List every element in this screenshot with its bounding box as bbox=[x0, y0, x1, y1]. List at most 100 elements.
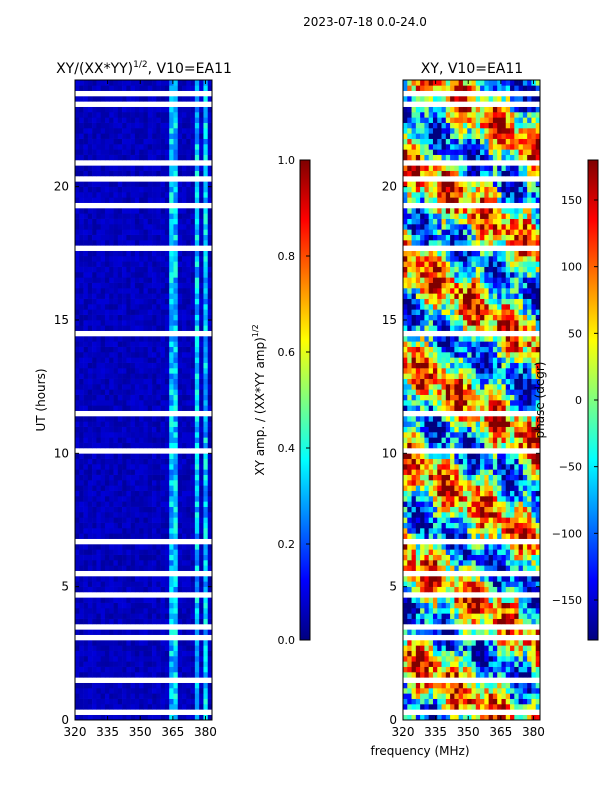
phase-heatmap-cell bbox=[415, 576, 421, 582]
amplitude-heatmap-cell bbox=[199, 469, 204, 475]
amplitude-heatmap-cell bbox=[92, 208, 97, 214]
amplitude-heatmap-cell bbox=[96, 96, 101, 102]
amplitude-heatmap-cell bbox=[152, 170, 157, 177]
phase-heatmap-cell bbox=[420, 576, 425, 582]
phase-heatmap-cell bbox=[488, 704, 494, 710]
amplitude-heatmap-cell bbox=[147, 682, 153, 689]
amplitude-heatmap-cell bbox=[117, 442, 123, 449]
amplitude-heatmap-cell bbox=[92, 378, 97, 385]
amplitude-heatmap-cell bbox=[190, 682, 196, 689]
amplitude-heatmap-cell bbox=[173, 405, 179, 411]
amplitude-heatmap-cell bbox=[173, 698, 179, 705]
phase-heatmap-cell bbox=[497, 672, 502, 678]
amplitude-heatmap-cell bbox=[79, 698, 84, 705]
phase-heatmap-cell bbox=[531, 704, 537, 710]
amplitude-heatmap-cell bbox=[104, 416, 110, 422]
amplitude-heatmap-cell bbox=[83, 437, 89, 443]
phase-heatmap-cell bbox=[480, 437, 485, 443]
amplitude-heatmap-cell bbox=[113, 288, 119, 294]
phase-heatmap-cell bbox=[450, 629, 455, 635]
phase-heatmap-cell bbox=[428, 602, 434, 609]
amplitude-heatmap-cell bbox=[100, 394, 106, 401]
phase-heatmap-cell bbox=[411, 645, 417, 651]
amplitude-heatmap-cell bbox=[190, 421, 196, 427]
amplitude-heatmap-cell bbox=[156, 682, 161, 689]
phase-heatmap-cell bbox=[505, 549, 511, 555]
phase-heatmap-cell bbox=[403, 437, 408, 443]
phase-heatmap-cell bbox=[450, 650, 455, 657]
amplitude-heatmap-cell bbox=[164, 485, 170, 491]
amplitude-heatmap-cell bbox=[156, 266, 161, 273]
phase-heatmap-cell bbox=[441, 602, 447, 609]
phase-heatmap-cell bbox=[407, 613, 412, 619]
amplitude-heatmap-cell bbox=[169, 416, 174, 422]
amplitude-heatmap-cell bbox=[182, 282, 187, 289]
phase-heatmap-cell bbox=[407, 549, 412, 555]
amplitude-heatmap-cell bbox=[79, 469, 84, 475]
phase-heatmap-cell bbox=[497, 640, 502, 646]
amplitude-heatmap-cell bbox=[126, 336, 131, 342]
amplitude-heatmap-cell bbox=[75, 165, 80, 171]
amplitude-heatmap-cell bbox=[173, 272, 179, 278]
phase-heatmap-cell bbox=[428, 613, 434, 619]
amplitude-heatmap-cell bbox=[126, 224, 131, 230]
phase-heatmap-cell bbox=[462, 416, 468, 422]
phase-heatmap-cell bbox=[471, 501, 477, 507]
amplitude-heatmap-cell bbox=[190, 613, 196, 619]
phase-heatmap-cell bbox=[505, 581, 511, 587]
amplitude-heatmap-cell bbox=[169, 149, 174, 155]
phase-heatmap-gap-row bbox=[403, 592, 540, 598]
amplitude-heatmap-cell bbox=[122, 693, 127, 699]
amplitude-colorbar-tick-label: 0.8 bbox=[278, 250, 296, 263]
amplitude-heatmap-cell bbox=[177, 549, 183, 555]
amplitude-heatmap-cell bbox=[199, 565, 204, 571]
amplitude-heatmap-cell bbox=[75, 373, 80, 379]
amplitude-heatmap-cell bbox=[143, 234, 149, 241]
amplitude-heatmap-cell bbox=[147, 528, 153, 534]
phase-heatmap-cell bbox=[437, 656, 442, 662]
phase-heatmap-cell bbox=[501, 613, 507, 619]
amplitude-heatmap-cell bbox=[134, 341, 140, 347]
amplitude-heatmap-cell bbox=[75, 80, 80, 86]
amplitude-heatmap-cell bbox=[83, 469, 89, 475]
phase-heatmap-cell bbox=[488, 528, 494, 534]
amplitude-heatmap-cell bbox=[164, 714, 170, 721]
phase-heatmap-cell bbox=[501, 645, 507, 651]
amplitude-heatmap-cell bbox=[164, 112, 170, 118]
phase-heatmap-cell bbox=[407, 618, 412, 625]
amplitude-heatmap-cell bbox=[143, 229, 149, 235]
amplitude-heatmap-cell bbox=[139, 645, 144, 651]
amplitude-heatmap-cell bbox=[173, 672, 179, 678]
amplitude-heatmap-cell bbox=[92, 640, 97, 646]
phase-heatmap-cell bbox=[403, 576, 408, 582]
amplitude-heatmap-cell bbox=[173, 384, 179, 390]
amplitude-heatmap-cell bbox=[75, 341, 80, 347]
amplitude-heatmap-cell bbox=[75, 224, 80, 230]
phase-heatmap-cell bbox=[488, 576, 494, 582]
amplitude-heatmap-cell bbox=[147, 122, 153, 129]
amplitude-heatmap-cell bbox=[104, 261, 110, 267]
amplitude-heatmap-cell bbox=[182, 240, 187, 246]
amplitude-heatmap-cell bbox=[194, 389, 200, 395]
amplitude-heatmap-cell bbox=[164, 512, 170, 518]
phase-heatmap-cell bbox=[432, 666, 438, 673]
phase-heatmap-cell bbox=[428, 512, 434, 518]
phase-heatmap-cell bbox=[441, 496, 447, 502]
phase-heatmap-cell bbox=[497, 442, 502, 449]
phase-heatmap-cell bbox=[527, 544, 532, 550]
amplitude-heatmap-cell bbox=[194, 693, 200, 699]
amplitude-heatmap-cell bbox=[126, 325, 131, 331]
amplitude-heatmap-cell bbox=[177, 608, 183, 614]
phase-heatmap-cell bbox=[497, 522, 502, 529]
phase-heatmap-cell bbox=[484, 544, 489, 550]
amplitude-heatmap-cell bbox=[207, 373, 213, 379]
amplitude-heatmap-cell bbox=[203, 277, 209, 283]
phase-heatmap-cell bbox=[471, 453, 477, 459]
phase-heatmap-cell bbox=[488, 693, 494, 699]
amplitude-heatmap-cell bbox=[147, 378, 153, 385]
amplitude-heatmap-cell bbox=[173, 336, 179, 342]
amplitude-heatmap-cell bbox=[109, 645, 114, 651]
phase-heatmap-cell bbox=[403, 549, 408, 555]
amplitude-heatmap-cell bbox=[186, 485, 191, 491]
amplitude-heatmap-cell bbox=[143, 533, 149, 539]
